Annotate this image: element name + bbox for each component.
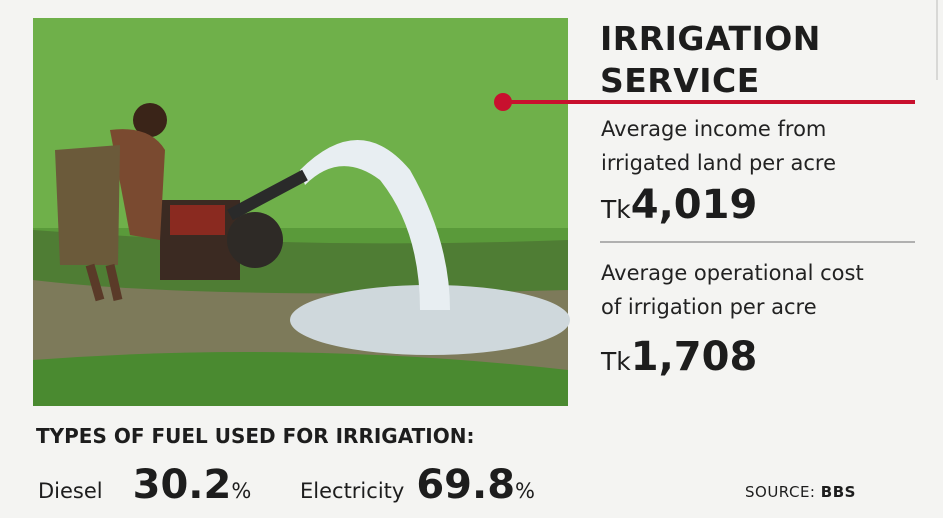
label-line: Average income from	[601, 117, 827, 141]
fuel-heading: TYPES OF FUEL USED FOR IRRIGATION:	[36, 424, 475, 448]
fuel-unit: %	[515, 479, 535, 503]
label-line: irrigated land per acre	[601, 151, 837, 175]
fuel-item: Electricity 69.8%	[300, 462, 535, 508]
amount: 1,708	[630, 334, 758, 380]
title: IRRIGATION SERVICE	[600, 18, 821, 102]
stat-label: Average operational cost of irrigation p…	[601, 256, 864, 324]
source: SOURCE: BBS	[745, 483, 856, 501]
fuel-name: Diesel	[38, 479, 103, 503]
title-line: IRRIGATION	[600, 19, 821, 58]
stat-value: Tk1,708	[601, 334, 757, 380]
fuel-unit: %	[231, 479, 252, 503]
fuel-name: Electricity	[300, 479, 405, 503]
source-label: SOURCE:	[745, 483, 816, 501]
fuel-item: Diesel 30.2%	[38, 462, 251, 508]
title-line: SERVICE	[600, 61, 760, 100]
fuel-value: 30.2	[132, 462, 232, 508]
stat-value: Tk4,019	[601, 182, 757, 228]
label-line: of irrigation per acre	[601, 295, 817, 319]
currency: Tk	[601, 347, 631, 376]
currency: Tk	[601, 195, 631, 224]
amount: 4,019	[630, 182, 758, 228]
photo	[33, 18, 570, 406]
stat-label: Average income from irrigated land per a…	[601, 112, 836, 180]
label-line: Average operational cost	[601, 261, 864, 285]
source-value: BBS	[820, 483, 856, 501]
fuel-value: 69.8	[416, 462, 516, 508]
accent-dot	[494, 93, 512, 111]
